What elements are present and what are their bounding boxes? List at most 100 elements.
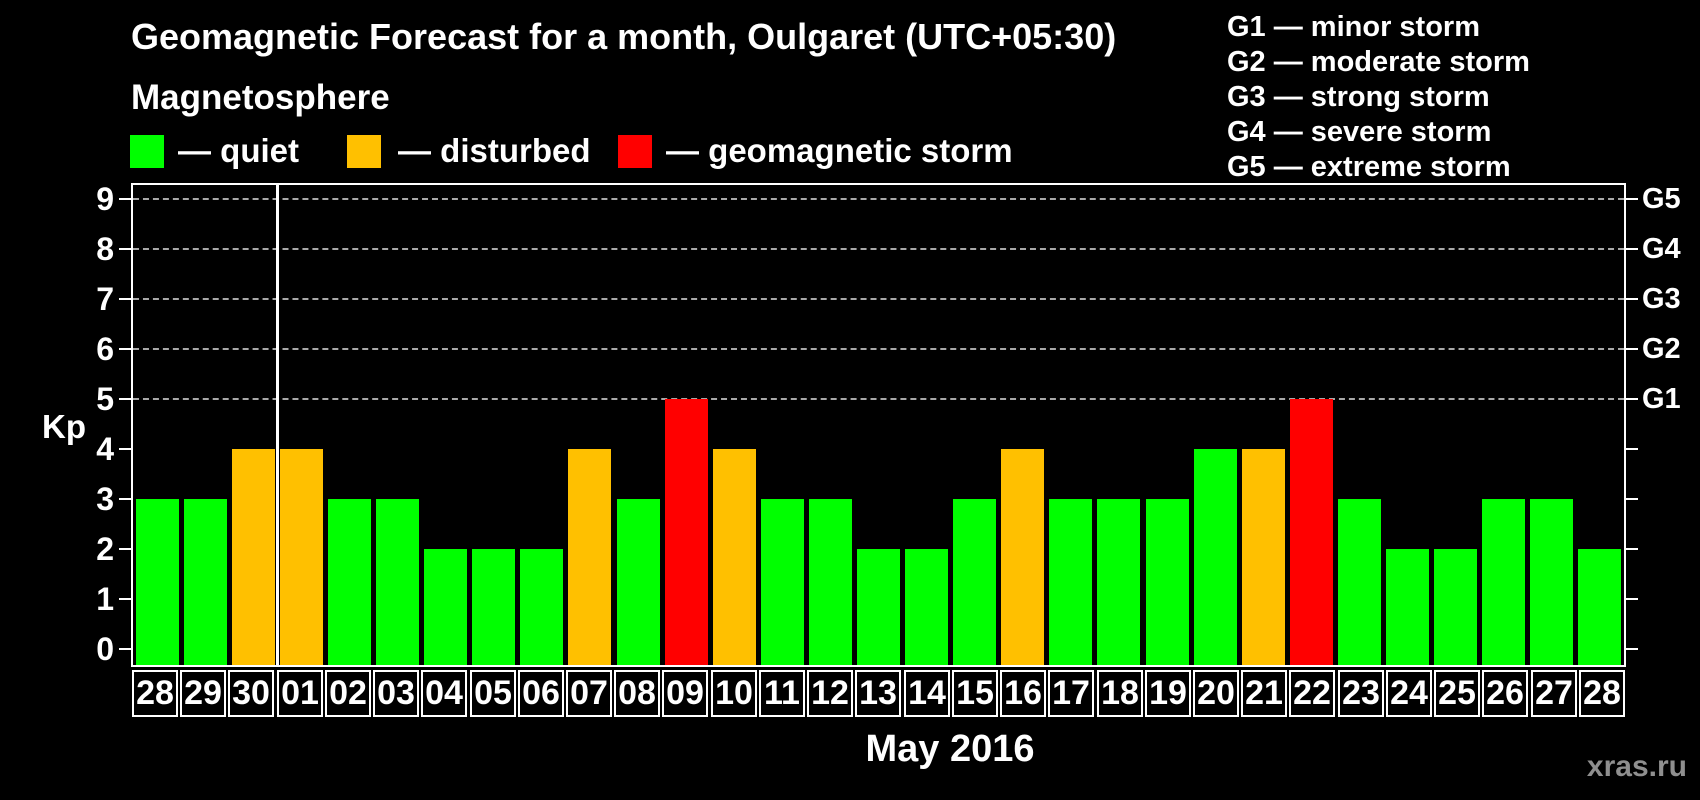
- legend-label-storm: — geomagnetic storm: [666, 132, 1013, 169]
- date-box: 19: [1145, 670, 1191, 717]
- kp-bar-18: [1097, 499, 1140, 665]
- left-tick-8: [119, 248, 131, 250]
- right-tick-8: [1626, 248, 1638, 250]
- month-separator-line: [276, 185, 279, 665]
- left-tick-9: [119, 198, 131, 200]
- plot-area: [131, 183, 1626, 667]
- date-box: 03: [373, 670, 419, 717]
- storm-scale-g2: G2 — moderate storm: [1227, 46, 1530, 78]
- date-box: 09: [662, 670, 708, 717]
- gridline-kp-6: [133, 348, 1624, 350]
- legend-swatch-storm: [618, 135, 652, 168]
- date-box: 15: [952, 670, 998, 717]
- gridline-kp-9: [133, 198, 1624, 200]
- right-tick-3: [1626, 498, 1638, 500]
- g-scale-label-G5: G5: [1642, 183, 1681, 215]
- date-box: 22: [1289, 670, 1335, 717]
- gridline-kp-8: [133, 248, 1624, 250]
- x-axis-label: May 2016: [865, 728, 1035, 770]
- y-tick-label-8: 8: [96, 231, 114, 267]
- date-box: 27: [1531, 670, 1577, 717]
- legend-label-quiet: — quiet: [178, 132, 299, 169]
- date-box: 12: [807, 670, 853, 717]
- date-box: 14: [904, 670, 950, 717]
- kp-bar-05: [472, 549, 515, 665]
- kp-bar-02: [328, 499, 371, 665]
- y-tick-label-6: 6: [96, 331, 114, 367]
- chart-title: Geomagnetic Forecast for a month, Oulgar…: [131, 16, 1117, 57]
- right-tick-1: [1626, 598, 1638, 600]
- storm-scale-g4: G4 — severe storm: [1227, 116, 1492, 148]
- storm-scale-g5: G5 — extreme storm: [1227, 151, 1511, 183]
- kp-bar-21: [1242, 449, 1285, 665]
- kp-bar-08: [617, 499, 660, 665]
- date-box: 21: [1241, 670, 1287, 717]
- date-box: 04: [421, 670, 467, 717]
- date-box: 24: [1386, 670, 1432, 717]
- legend-label-disturbed: — disturbed: [398, 132, 591, 169]
- kp-bar-24: [1386, 549, 1429, 665]
- kp-bar-04: [424, 549, 467, 665]
- left-tick-2: [119, 548, 131, 550]
- storm-scale-g3: G3 — strong storm: [1227, 81, 1490, 113]
- gridline-kp-7: [133, 298, 1624, 300]
- right-tick-7: [1626, 298, 1638, 300]
- kp-bar-16: [1001, 449, 1044, 665]
- date-box: 18: [1097, 670, 1143, 717]
- date-box: 10: [711, 670, 757, 717]
- right-tick-5: [1626, 398, 1638, 400]
- date-box: 29: [180, 670, 226, 717]
- g-scale-label-G2: G2: [1642, 333, 1681, 365]
- y-tick-label-4: 4: [96, 431, 114, 467]
- date-box: 20: [1193, 670, 1239, 717]
- date-box: 23: [1338, 670, 1384, 717]
- right-tick-4: [1626, 448, 1638, 450]
- date-box: 08: [614, 670, 660, 717]
- kp-bar-07: [568, 449, 611, 665]
- kp-bar-12: [809, 499, 852, 665]
- date-box: 07: [566, 670, 612, 717]
- kp-bar-17: [1049, 499, 1092, 665]
- storm-scale-legend: G1 — minor storm G2 — moderate storm G3 …: [1227, 10, 1530, 185]
- kp-bar-20: [1194, 449, 1237, 665]
- y-tick-label-3: 3: [96, 481, 114, 517]
- kp-bar-10: [713, 449, 756, 665]
- kp-bar-28: [136, 499, 179, 665]
- date-box: 16: [1000, 670, 1046, 717]
- left-tick-0: [119, 648, 131, 650]
- kp-bar-19: [1146, 499, 1189, 665]
- date-box: 01: [277, 670, 323, 717]
- right-tick-9: [1626, 198, 1638, 200]
- kp-bar-28: [1578, 549, 1621, 665]
- date-box: 28: [1579, 670, 1625, 717]
- kp-bar-11: [761, 499, 804, 665]
- date-box: 28: [132, 670, 178, 717]
- kp-bar-29: [184, 499, 227, 665]
- date-box: 11: [759, 670, 805, 717]
- g-scale-label-G3: G3: [1642, 283, 1681, 315]
- watermark: xras.ru: [1586, 750, 1687, 783]
- g-scale-label-G1: G1: [1642, 383, 1681, 415]
- date-box: 17: [1048, 670, 1094, 717]
- left-tick-1: [119, 598, 131, 600]
- date-box: 25: [1434, 670, 1480, 717]
- date-box: 26: [1482, 670, 1528, 717]
- kp-bar-27: [1530, 499, 1573, 665]
- left-tick-4: [119, 448, 131, 450]
- date-box: 06: [518, 670, 564, 717]
- right-tick-0: [1626, 648, 1638, 650]
- left-tick-3: [119, 498, 131, 500]
- left-tick-5: [119, 398, 131, 400]
- legend-swatch-quiet: [130, 135, 164, 168]
- right-tick-6: [1626, 348, 1638, 350]
- kp-bar-23: [1338, 499, 1381, 665]
- kp-bar-22: [1290, 399, 1333, 665]
- y-tick-label-5: 5: [96, 381, 114, 417]
- kp-bar-06: [520, 549, 563, 665]
- g-scale-label-G4: G4: [1642, 233, 1681, 265]
- date-box: 02: [325, 670, 371, 717]
- date-box: 13: [855, 670, 901, 717]
- y-tick-label-2: 2: [96, 531, 114, 567]
- kp-bar-26: [1482, 499, 1525, 665]
